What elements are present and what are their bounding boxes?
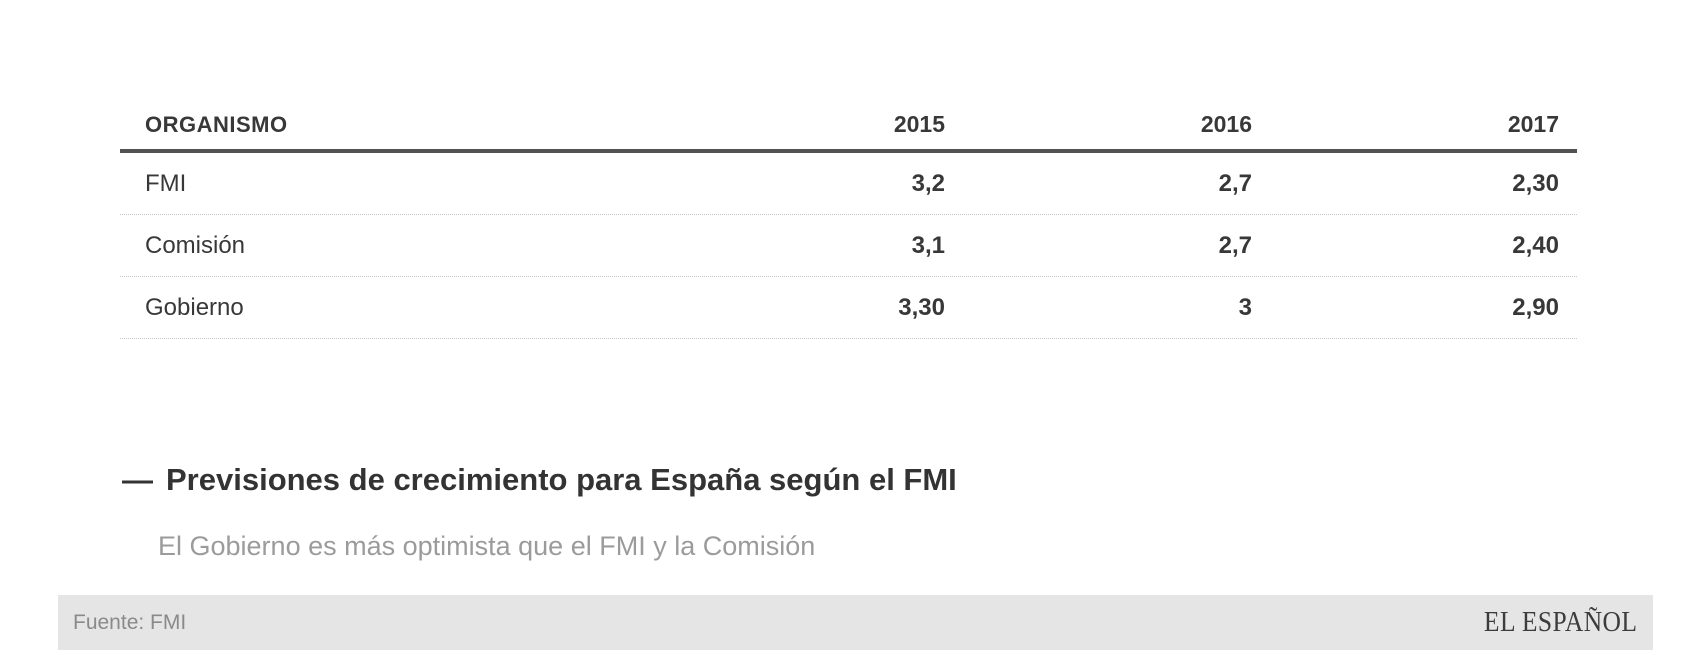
footer-bar: Fuente: FMI EL ESPAÑOL (58, 595, 1653, 650)
column-header-2016: 2016 (1200, 111, 1252, 137)
value-2017: 2,90 (1512, 293, 1559, 321)
value-2016: 3 (1238, 293, 1252, 321)
value-2017: 2,30 (1512, 169, 1559, 197)
table-row-comision: Comisión 3,1 2,7 2,40 (120, 215, 1577, 277)
source-label: Fuente: FMI (73, 610, 187, 634)
forecast-table: ORGANISMO 2015 2016 2017 FMI 3,2 2,7 2,3… (120, 100, 1577, 339)
brand-logo: EL ESPAÑOL (1483, 606, 1637, 638)
value-2016: 2,7 (1218, 169, 1252, 197)
column-header-2015: 2015 (893, 111, 945, 137)
row-label: Comisión (145, 231, 246, 259)
title-dash: — (122, 462, 153, 497)
chart-title: Previsiones de crecimiento para España s… (166, 462, 957, 497)
table-row-fmi: FMI 3,2 2,7 2,30 (120, 153, 1577, 215)
chart-title-line: — Previsiones de crecimiento para España… (122, 462, 957, 498)
table-row-gobierno: Gobierno 3,30 3 2,90 (120, 277, 1577, 339)
table-header-row: ORGANISMO 2015 2016 2017 (120, 100, 1577, 153)
value-2016: 2,7 (1218, 231, 1252, 259)
value-2015: 3,2 (911, 169, 945, 197)
row-label: FMI (145, 169, 187, 197)
value-2017: 2,40 (1512, 231, 1559, 259)
row-label: Gobierno (145, 293, 244, 321)
column-header-2017: 2017 (1507, 111, 1559, 137)
value-2015: 3,1 (911, 231, 945, 259)
column-header-organismo: ORGANISMO (145, 111, 288, 137)
chart-subtitle: El Gobierno es más optimista que el FMI … (158, 531, 816, 561)
value-2015: 3,30 (898, 293, 945, 321)
